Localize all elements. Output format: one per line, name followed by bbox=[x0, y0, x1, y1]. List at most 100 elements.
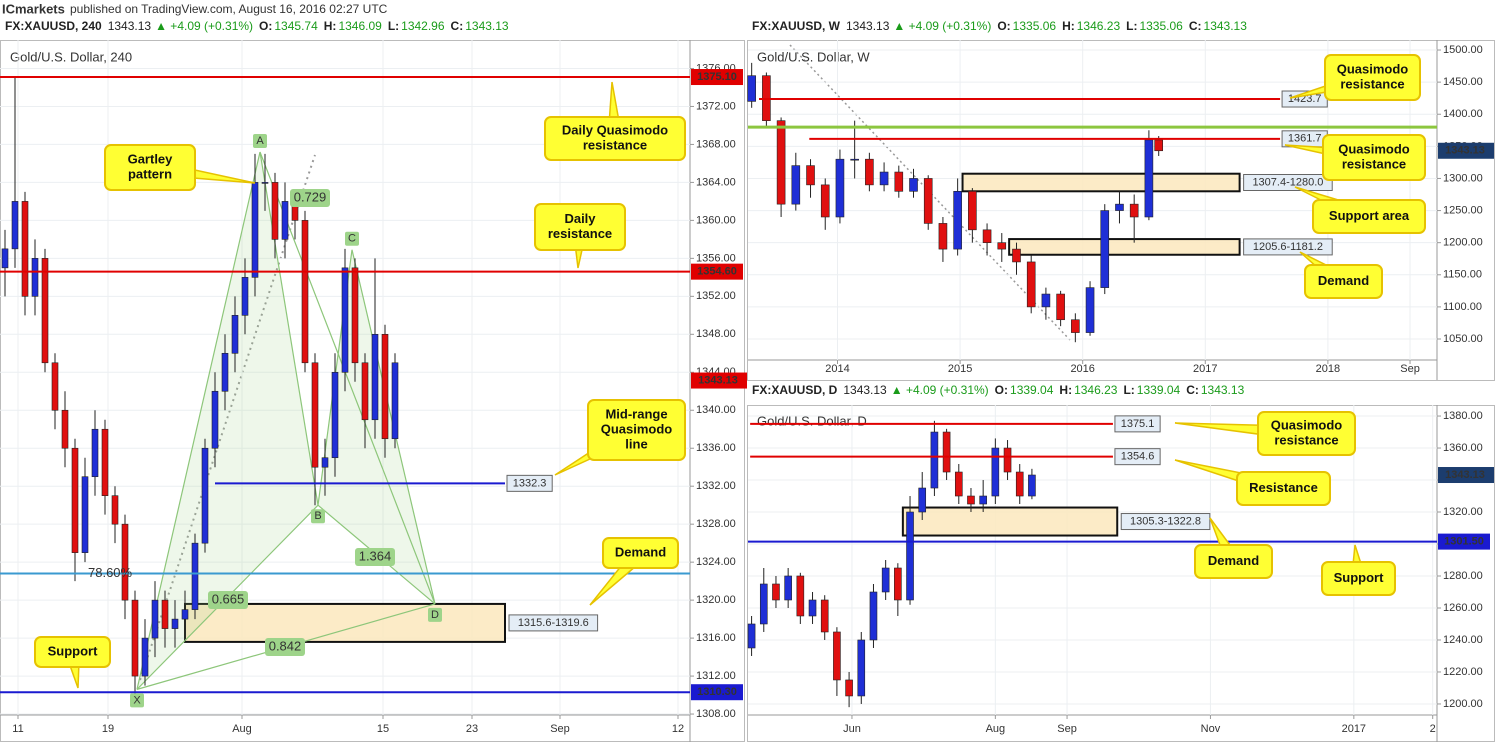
x-tick-label: Sep bbox=[1400, 363, 1420, 375]
callout-cover bbox=[1259, 413, 1354, 454]
y-tick-label: 1050.00 bbox=[1443, 333, 1483, 345]
candle-body bbox=[791, 165, 801, 205]
pattern-leg bbox=[136, 151, 261, 690]
candle-body bbox=[906, 511, 914, 601]
ohlc-key: O: bbox=[995, 383, 1008, 397]
y-tick-label: 1260.00 bbox=[1443, 602, 1483, 614]
x-tick-label: Jun bbox=[843, 723, 861, 735]
last-price-label: 1343.13 bbox=[698, 374, 738, 386]
candle-body bbox=[261, 182, 269, 184]
candle-body bbox=[869, 591, 878, 641]
x-tick-label: Nov bbox=[1201, 723, 1221, 735]
callout-text: Support bbox=[1334, 570, 1384, 585]
candle-body bbox=[1100, 210, 1110, 288]
level-tag-label: 1310.30 bbox=[697, 686, 737, 698]
x-tick-label: 15 bbox=[377, 723, 389, 735]
x-tick-label: 2 bbox=[1430, 723, 1436, 735]
candle-body bbox=[1041, 293, 1051, 308]
candle-body bbox=[845, 679, 853, 697]
ratio-box bbox=[355, 548, 395, 566]
ohlc-value: 1339.04 bbox=[1137, 383, 1181, 397]
ohlc-key: C: bbox=[1189, 19, 1202, 33]
candle-body bbox=[808, 599, 817, 617]
candle-body bbox=[1056, 293, 1065, 321]
candle-body bbox=[1, 248, 9, 269]
callout-cover bbox=[1306, 266, 1381, 297]
candle-body bbox=[381, 334, 389, 440]
symbol: FX:XAUUSD, D bbox=[752, 383, 838, 397]
candle-body bbox=[881, 567, 890, 593]
callout-cover bbox=[106, 146, 194, 189]
y-tick-label: 1240.00 bbox=[1443, 634, 1483, 646]
level-tag-label: 1301.50 bbox=[1444, 536, 1484, 548]
callout-cover bbox=[36, 638, 109, 666]
pattern-point-box bbox=[345, 231, 359, 246]
y-tick-label: 1348.00 bbox=[696, 328, 736, 340]
candle-body bbox=[391, 362, 399, 440]
level-label: 1361.7 bbox=[1288, 133, 1322, 145]
zone-label: 1305.3-1322.8 bbox=[1130, 515, 1201, 527]
candle-body bbox=[141, 637, 149, 677]
panel-frame bbox=[0, 40, 745, 742]
candle-body bbox=[371, 334, 379, 421]
y-tick-label: 1200.00 bbox=[1443, 237, 1483, 249]
candle-body bbox=[747, 623, 756, 649]
level-tag bbox=[691, 684, 743, 701]
callout-cover bbox=[1323, 563, 1394, 594]
candle-body bbox=[923, 178, 933, 224]
last-price: 1343.13 bbox=[846, 19, 890, 33]
candle-body bbox=[991, 447, 1000, 497]
zone-label-box bbox=[1120, 513, 1211, 531]
chart-header: FX:XAUUSD, W 1343.13 ▲ +4.09 (+0.31%) O: 133… bbox=[752, 19, 1247, 33]
y-tick-label: 1368.00 bbox=[696, 138, 736, 150]
candle-body bbox=[271, 182, 279, 240]
candle-body bbox=[1154, 139, 1164, 152]
candle-body bbox=[101, 428, 109, 496]
candle-body bbox=[997, 242, 1007, 250]
ratio-box bbox=[208, 591, 248, 609]
zone bbox=[961, 172, 1241, 193]
candle-body bbox=[1026, 261, 1036, 308]
candle-body bbox=[171, 618, 179, 629]
candle-body bbox=[747, 75, 756, 102]
candle-body bbox=[1115, 203, 1124, 211]
ohlc-key: H: bbox=[1062, 19, 1075, 33]
candle-body bbox=[865, 158, 874, 186]
ohlc-key: L: bbox=[1123, 383, 1134, 397]
ratio-label: 1.364 bbox=[359, 548, 392, 563]
pattern-point-box bbox=[428, 607, 442, 622]
candle-body bbox=[938, 223, 948, 250]
y-tick-label: 1100.00 bbox=[1443, 301, 1482, 313]
y-tick-label: 1356.00 bbox=[696, 252, 736, 264]
callout-text: Support bbox=[48, 643, 98, 658]
y-tick-label: 1328.00 bbox=[696, 518, 736, 530]
ratio-label: 0.665 bbox=[212, 591, 245, 606]
pattern-leg bbox=[259, 151, 319, 506]
ohlc-value: 1346.23 bbox=[1074, 383, 1118, 397]
ohlc-key: C: bbox=[1186, 383, 1199, 397]
ohlc-value: 1342.96 bbox=[401, 19, 445, 33]
chart-title: Gold/U.S. Dollar, 240 bbox=[10, 49, 132, 64]
candle-body bbox=[776, 120, 786, 205]
level-label: 1375.1 bbox=[1121, 418, 1155, 430]
candle-body bbox=[331, 371, 339, 459]
x-tick-label: 2016 bbox=[1070, 363, 1094, 375]
y-tick-label: 1360.00 bbox=[696, 214, 736, 226]
candle-body bbox=[1028, 474, 1036, 497]
candle-body bbox=[968, 190, 977, 231]
pattern-leg bbox=[259, 151, 436, 605]
candle-body bbox=[759, 583, 768, 625]
zone-label: 1315.6-1319.6 bbox=[518, 617, 589, 629]
callout-text: Quasimodo bbox=[1338, 141, 1410, 156]
callout-text: resistance bbox=[583, 137, 647, 152]
callout-text: Quasimodo bbox=[601, 421, 673, 436]
callout-text: Support area bbox=[1329, 208, 1410, 223]
y-tick-label: 1324.00 bbox=[696, 556, 736, 568]
pattern-point: D bbox=[431, 609, 439, 621]
x-tick-label: Sep bbox=[550, 723, 570, 735]
candle-body bbox=[31, 258, 39, 297]
level-tag-label: 1354.60 bbox=[697, 266, 737, 278]
x-tick-label: Aug bbox=[986, 723, 1006, 735]
level-label: 78.60% bbox=[88, 565, 133, 580]
